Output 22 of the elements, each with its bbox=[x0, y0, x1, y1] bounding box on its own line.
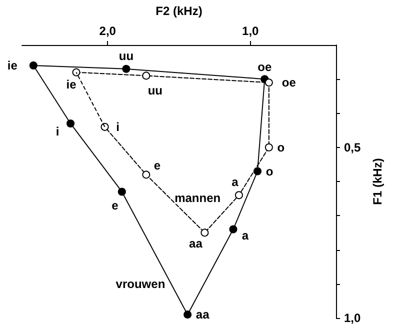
annotation: oe bbox=[282, 76, 296, 90]
annotation: i bbox=[56, 124, 60, 138]
annotation: oe bbox=[258, 60, 272, 74]
annotation: o bbox=[277, 140, 285, 154]
y-axis-title: F1 (kHz) bbox=[370, 158, 385, 205]
annotation: a bbox=[232, 175, 239, 190]
annotation: ie bbox=[7, 58, 18, 72]
annotation: uu bbox=[118, 48, 134, 63]
annotation: a bbox=[242, 228, 249, 242]
annotation: o bbox=[266, 164, 274, 178]
annotation: aa bbox=[196, 308, 210, 322]
annotation: e bbox=[154, 158, 161, 173]
annotation: uu bbox=[148, 84, 163, 98]
annotation: i bbox=[116, 120, 120, 134]
x-axis-title: F2 (kHz) bbox=[156, 4, 202, 18]
annotation: ie bbox=[66, 77, 77, 92]
x-tick-label: 2,0 bbox=[99, 24, 116, 38]
series-label: vrouwen bbox=[116, 276, 166, 291]
annotation: e bbox=[112, 198, 119, 213]
series-label: mannen bbox=[174, 190, 221, 205]
y-tick-label: 0,5 bbox=[344, 140, 362, 154]
annotation: aa bbox=[189, 236, 203, 251]
